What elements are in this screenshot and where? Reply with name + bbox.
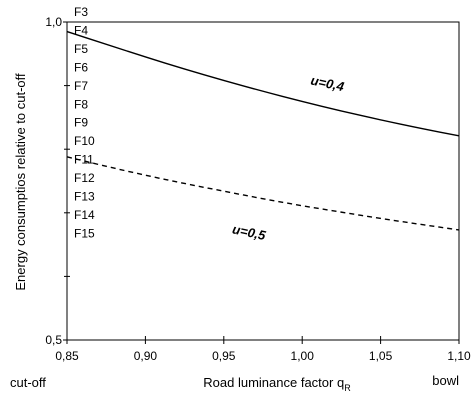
series-layer: u=0,4 u=0,5 bbox=[66, 30, 460, 243]
x-end-label-left: cut-off bbox=[10, 375, 46, 390]
x-axis-title-subscript: R bbox=[344, 383, 351, 393]
annotation-label: F6 bbox=[74, 60, 88, 74]
annotation-label: F12 bbox=[74, 171, 95, 185]
x-tick-label: 1,10 bbox=[447, 349, 471, 363]
series-label: u=0,4 bbox=[309, 73, 346, 95]
x-axis-ticks: 0,85 0,90 0,95 1,00 1,05 1,10 bbox=[55, 336, 471, 363]
series-label: u=0,5 bbox=[231, 221, 268, 243]
annotation-label: F11 bbox=[74, 153, 94, 167]
annotation-label: F3 bbox=[74, 5, 88, 19]
annotation-label: F15 bbox=[74, 226, 95, 240]
annotation-label: F9 bbox=[74, 116, 88, 130]
y-tick-label: 1,0 bbox=[45, 15, 62, 29]
annotation-label: F13 bbox=[74, 190, 95, 204]
x-tick-label: 1,00 bbox=[291, 349, 315, 363]
plot-frame bbox=[66, 21, 460, 341]
y-axis-ticks: 1,0 0,5 bbox=[45, 15, 71, 347]
x-tick-label: 0,90 bbox=[134, 349, 158, 363]
x-axis-title-text: Road luminance factor q bbox=[203, 375, 344, 390]
annotation-label: F7 bbox=[74, 79, 88, 93]
annotation-label: F5 bbox=[74, 42, 88, 56]
annotation-label: F8 bbox=[74, 97, 88, 111]
annotation-list: F3 F4 F5 F6 F7 F8 F9 F10 F11 F12 F13 F14 F15 bbox=[74, 5, 95, 240]
x-end-label-right: bowl bbox=[432, 373, 459, 388]
plot-area-border bbox=[66, 21, 460, 341]
annotation-label: F4 bbox=[74, 23, 88, 37]
x-axis-title: Road luminance factor qR bbox=[203, 375, 351, 393]
y-tick-label: 0,5 bbox=[45, 333, 62, 347]
y-axis-title: Energy consumptios relative to cut-off bbox=[13, 73, 28, 291]
x-tick-label: 1,05 bbox=[369, 349, 393, 363]
series-line bbox=[66, 30, 460, 137]
x-tick-label: 0,85 bbox=[55, 349, 79, 363]
annotation-label: F14 bbox=[74, 208, 95, 222]
series-line bbox=[66, 156, 460, 231]
annotation-label: F10 bbox=[74, 134, 95, 148]
x-tick-label: 0,95 bbox=[212, 349, 236, 363]
